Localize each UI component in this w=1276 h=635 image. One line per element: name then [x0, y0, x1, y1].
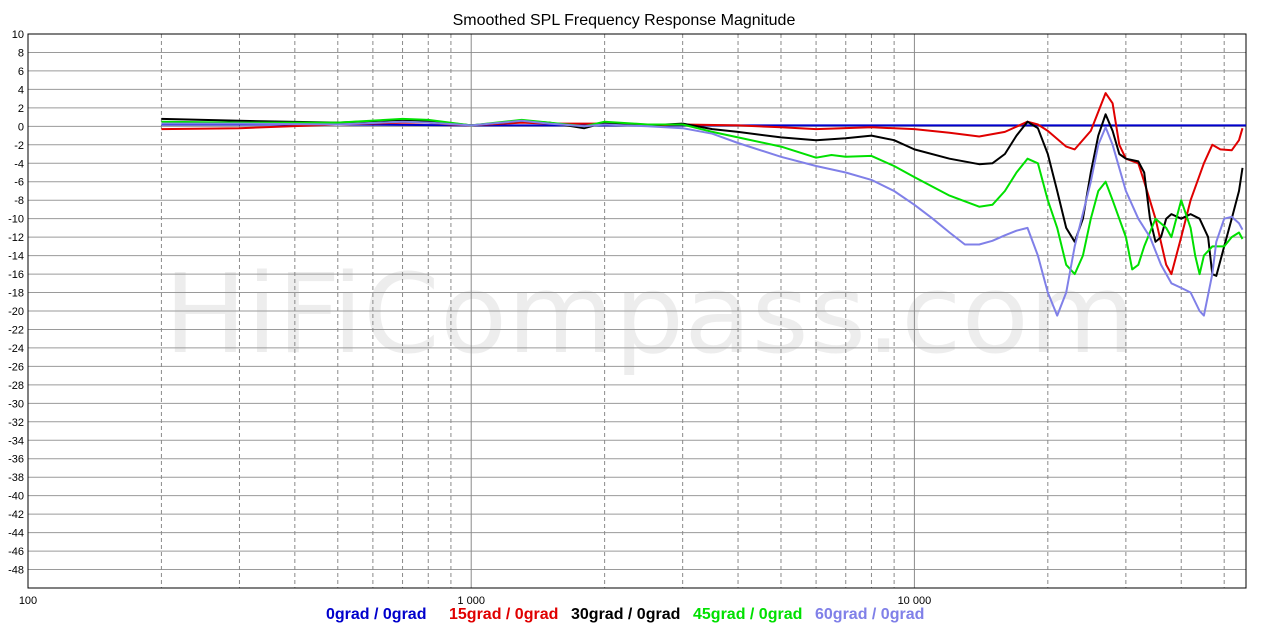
legend-entry-45grad: 45grad / 0grad — [693, 606, 803, 623]
series-lines — [161, 92, 1246, 317]
chart-title: Smoothed SPL Frequency Response Magnitud… — [453, 12, 796, 29]
legend-entry-15grad: 15grad / 0grad — [449, 606, 559, 623]
watermark-text: HiFiCompass.com — [164, 250, 1136, 378]
y-tick-label: -30 — [8, 398, 24, 410]
chart-grid — [28, 34, 1246, 588]
y-tick-label: -12 — [8, 232, 24, 244]
y-tick-label: -10 — [8, 214, 24, 226]
y-tick-label: -2 — [14, 140, 24, 152]
x-tick-label: 10 000 — [898, 595, 932, 607]
plot-border — [27, 33, 1247, 589]
y-tick-label: 2 — [18, 103, 24, 115]
y-tick-label: -42 — [8, 509, 24, 521]
y-tick-label: 8 — [18, 47, 24, 59]
y-tick-label: -18 — [8, 288, 24, 300]
y-tick-label: 4 — [18, 84, 24, 96]
x-tick-label: 1 000 — [457, 595, 485, 607]
legend-entry-30grad: 30grad / 0grad — [571, 606, 681, 623]
series-line-15grad — [161, 92, 1244, 276]
y-tick-label: 10 — [12, 29, 24, 41]
y-tick-label: -44 — [8, 528, 24, 540]
y-tick-label: -38 — [8, 472, 24, 484]
y-tick-label: -28 — [8, 380, 24, 392]
y-tick-label: -26 — [8, 361, 24, 373]
y-tick-label: -8 — [14, 195, 24, 207]
legend-entry-60grad: 60grad / 0grad — [815, 606, 925, 623]
chart-legend: 0grad / 0grad 15grad / 0grad 30grad / 0gra… — [0, 606, 1276, 630]
y-tick-label: -22 — [8, 324, 24, 336]
y-tick-label: -48 — [8, 565, 24, 577]
y-tick-label: -4 — [14, 158, 24, 170]
y-tick-label: -20 — [8, 306, 24, 318]
y-tick-label: -32 — [8, 417, 24, 429]
y-axis: 10 8 6 4 2 0 -2 -4 -6 -8 -10 -12 -14 -16 -18 -20 -22 -24 -… — [8, 29, 24, 577]
series-line-0grad — [161, 123, 1246, 127]
series-line-45grad — [161, 117, 1244, 276]
y-tick-label: -40 — [8, 491, 24, 503]
y-tick-label: -16 — [8, 269, 24, 281]
y-tick-label: 6 — [18, 66, 24, 78]
x-tick-label: 100 — [19, 595, 37, 607]
y-tick-label: -36 — [8, 454, 24, 466]
y-tick-label: 0 — [18, 121, 24, 133]
y-tick-label: -24 — [8, 343, 24, 355]
y-tick-label: -6 — [14, 177, 24, 189]
y-tick-label: -34 — [8, 435, 24, 447]
x-axis: 100 1 000 10 000 — [19, 595, 931, 607]
series-line-60grad — [161, 119, 1244, 317]
y-tick-label: -46 — [8, 546, 24, 558]
legend-entry-0grad: 0grad / 0grad — [326, 606, 427, 623]
y-tick-label: -14 — [8, 251, 24, 263]
